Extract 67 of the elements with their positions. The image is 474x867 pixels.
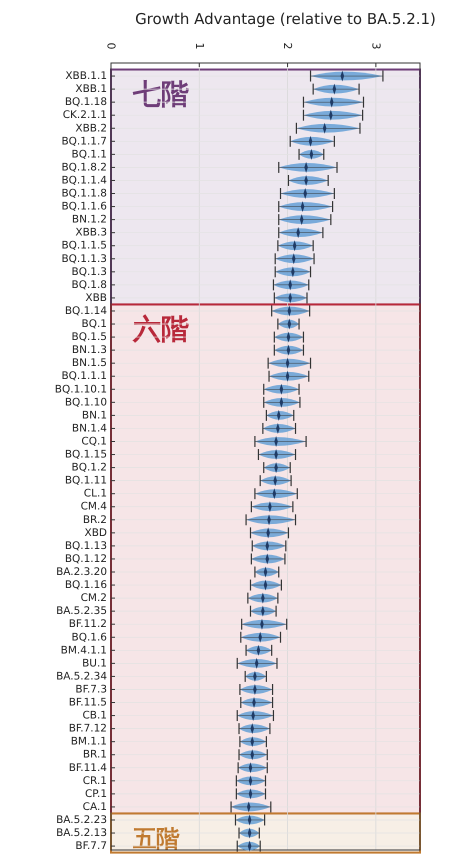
y-tick-label: CM.2	[80, 592, 107, 604]
y-tick-label: XBB	[85, 292, 107, 304]
y-tick-label: BQ.1.1.5	[61, 240, 107, 252]
y-tick-label: CP.1	[84, 788, 107, 800]
y-tick-label: CL.1	[84, 488, 107, 500]
y-tick-label: BQ.1.10	[64, 396, 107, 408]
y-tick-label: BQ.1.1.7	[61, 135, 107, 148]
x-tick-label: 1	[192, 42, 206, 50]
y-tick-label: BQ.1.3	[71, 266, 107, 278]
y-tick-label: BN.1.4	[72, 422, 108, 434]
y-tick-label: BQ.1.8	[71, 278, 107, 291]
y-tick-label: CM.4	[80, 500, 108, 513]
y-tick-label: BQ.1.13	[64, 540, 107, 552]
y-tick-label: BF.11.5	[68, 696, 107, 709]
y-tick-label: CB.1	[82, 710, 107, 722]
y-tick-label: BQ.1.1.3	[61, 252, 107, 265]
y-tick-label: BN.1.2	[72, 214, 107, 226]
y-tick-label: XBD	[84, 526, 107, 539]
y-tick-label: CA.1	[82, 800, 107, 813]
y-tick-label: BA.2.3.20	[56, 566, 107, 578]
y-tick-label: BQ.1.5	[71, 331, 107, 344]
y-tick-label: XBB.1.1	[65, 70, 107, 82]
y-tick-label: BU.1	[82, 657, 107, 670]
y-tick-label: BQ.1.16	[64, 579, 108, 592]
y-tick-label: BQ.1.11	[64, 474, 107, 487]
y-tick-label: BN.1	[82, 409, 107, 422]
y-tick-label: BQ.1.14	[64, 304, 108, 317]
y-tick-label: BA.5.2.34	[56, 670, 108, 682]
chart-title: Growth Advantage (relative to BA.5.2.1)	[135, 10, 436, 28]
y-tick-label: BR.1	[82, 748, 107, 761]
y-tick-label: XBB.2	[75, 122, 107, 134]
y-tick-label: BM.1.1	[70, 736, 107, 748]
y-tick-label: CK.2.1.1	[62, 109, 107, 122]
y-tick-label: BF.7.3	[75, 683, 107, 696]
y-tick-label: CR.1	[82, 774, 107, 787]
band-label: 五階	[132, 824, 180, 853]
x-tick-label: 0	[104, 42, 118, 50]
y-tick-label: BQ.1.6	[71, 631, 108, 644]
y-tick-label: BQ.1.1.8	[61, 188, 107, 200]
y-tick-label: BN.1.3	[72, 344, 107, 356]
y-tick-label: BA.5.2.35	[56, 605, 107, 618]
y-tick-label: BA.5.2.23	[56, 814, 107, 826]
y-tick-label: XBB.3	[75, 226, 107, 239]
y-tick-label: BF.11.2	[68, 618, 107, 630]
y-tick-label: BQ.1.12	[64, 552, 107, 565]
y-tick-label: BQ.1.18	[64, 96, 107, 108]
x-tick-label: 2	[281, 42, 294, 50]
y-tick-label: BQ.1	[82, 318, 107, 330]
y-tick-label: BM.4.1.1	[60, 644, 107, 656]
y-tick-label: BQ.1.10.1	[54, 383, 107, 396]
y-tick-label: BF.7.12	[68, 722, 107, 735]
y-tick-label: BN.1.5	[72, 357, 107, 370]
y-tick-label: BQ.1.8.2	[61, 161, 107, 174]
x-tick-label: 3	[369, 42, 382, 50]
y-tick-label: BA.5.2.13	[56, 827, 107, 840]
y-tick-label: BQ.1.1	[71, 148, 107, 160]
y-tick-label: BQ.1.1.1	[61, 370, 107, 382]
band-label: 六階	[132, 312, 190, 346]
y-tick-label: BQ.1.1.4	[61, 174, 108, 186]
y-tick-label: BQ.1.1.6	[61, 200, 108, 213]
y-tick-label: XBB.1	[75, 83, 107, 96]
y-tick-label: BQ.1.2	[71, 462, 107, 474]
y-tick-label: BQ.1.15	[64, 448, 107, 461]
y-tick-label: CQ.1	[81, 435, 107, 448]
y-tick-label: BF.7.7	[75, 840, 107, 852]
y-tick-label: BR.2	[82, 514, 107, 526]
y-tick-label: BF.11.4	[68, 762, 108, 774]
